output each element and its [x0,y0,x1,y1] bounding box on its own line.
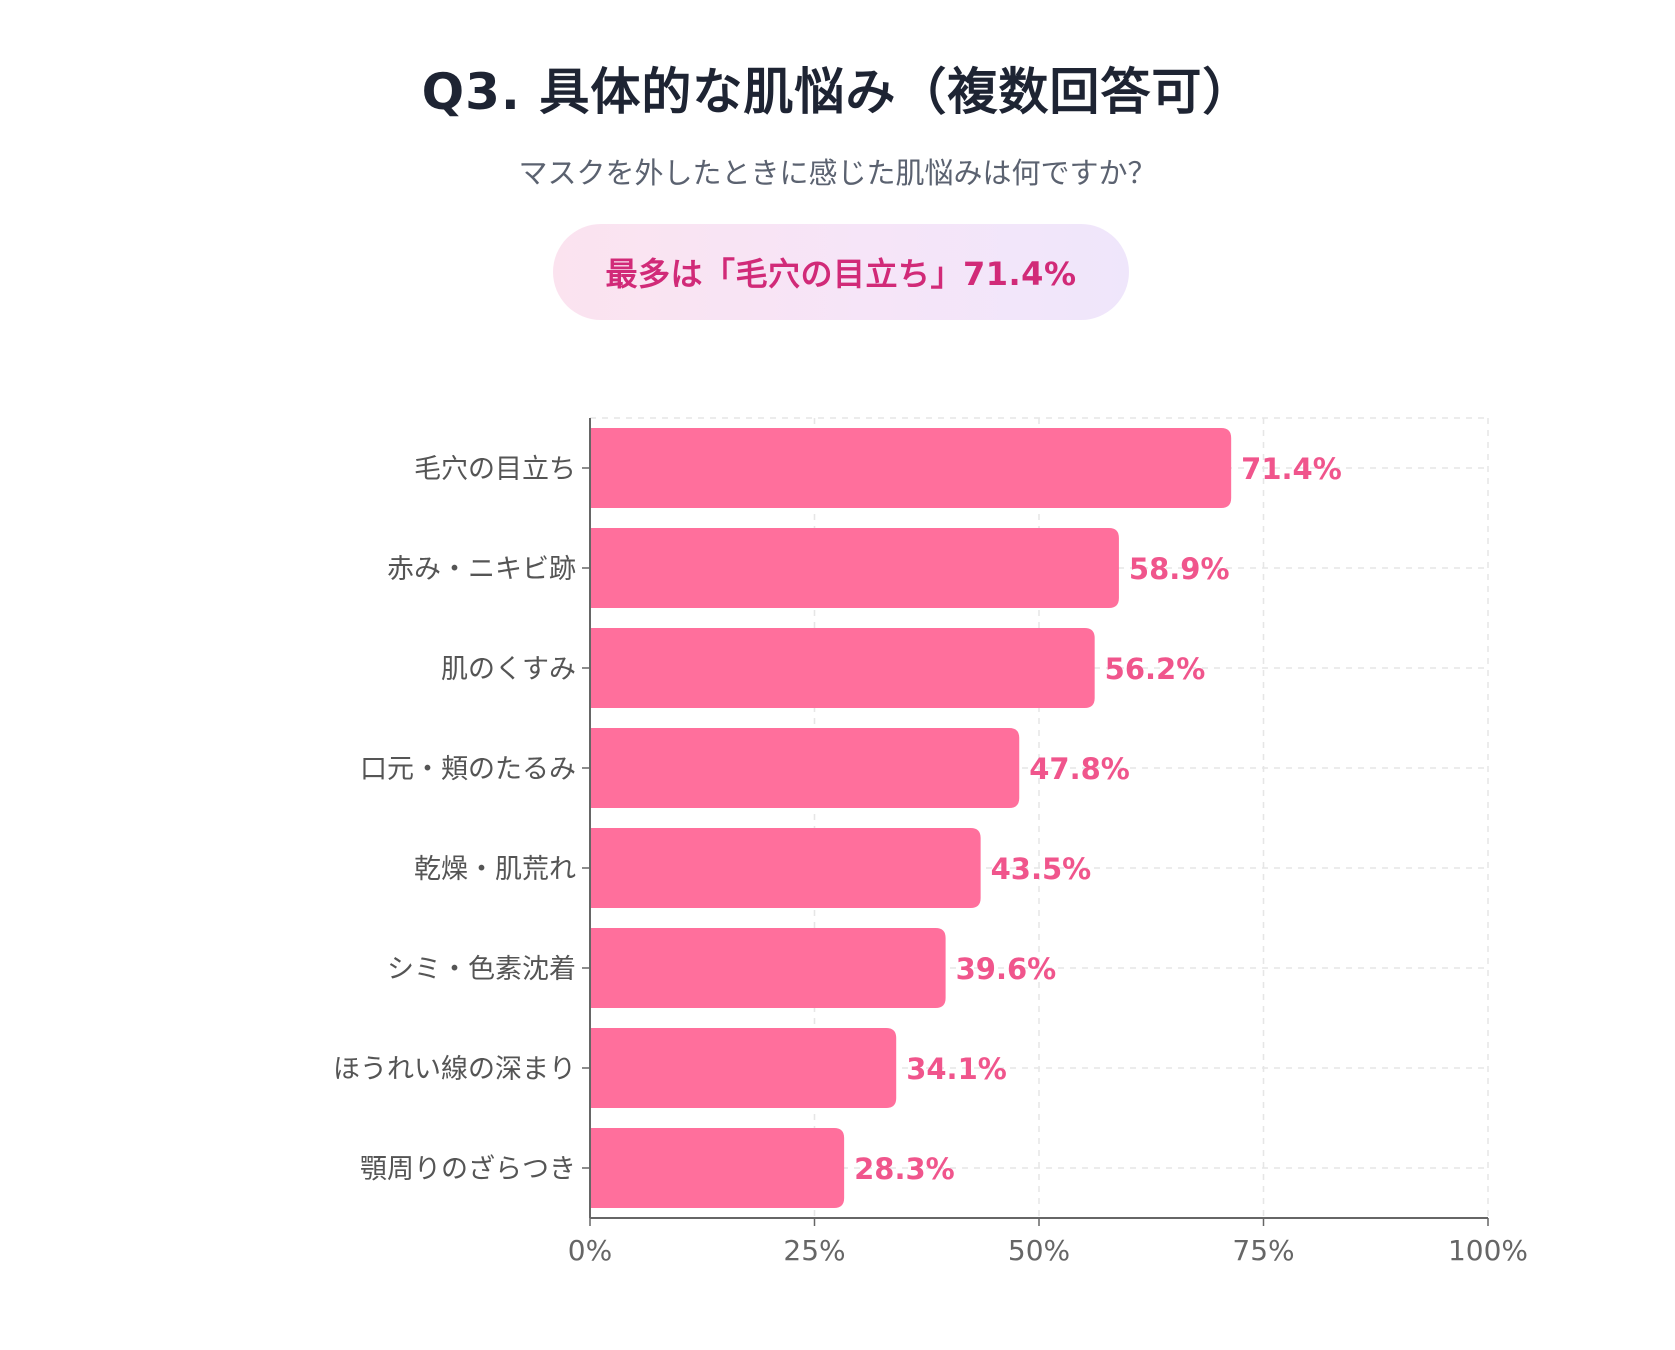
category-label: 口元・頬のたるみ [360,754,576,785]
category-label: ほうれい線の深まり [333,1054,576,1085]
bar-value-label: 28.3% [854,1152,955,1186]
highlight-badge-text: 最多は「毛穴の目立ち」71.4% [605,255,1077,293]
bar [590,1128,845,1208]
bar [590,528,1119,608]
bar-value-label: 58.9% [1129,552,1230,586]
highlight-badge: 最多は「毛穴の目立ち」71.4% [553,224,1129,320]
category-label: シミ・色素沈着 [387,954,576,985]
bar-value-label: 56.2% [1105,652,1206,686]
page-title: Q3. 具体的な肌悩み（複数回答可） [421,63,1254,121]
x-tick-label: 75% [1232,1234,1294,1267]
bar-value-label: 39.6% [956,952,1057,986]
bar [590,628,1095,708]
category-label: 乾燥・肌荒れ [414,854,576,885]
category-label: 顎周りのざらつき [360,1154,576,1185]
bar-value-label: 34.1% [906,1052,1007,1086]
x-tick-label: 0% [568,1234,612,1267]
page-subtitle: マスクを外したときに感じた肌悩みは何ですか？ [518,156,1157,190]
category-label: 毛穴の目立ち [414,454,576,485]
bar-value-label: 43.5% [991,852,1092,886]
bar-value-label: 71.4% [1241,452,1342,486]
category-label: 肌のくすみ [441,654,576,685]
x-tick-label: 25% [783,1234,845,1267]
x-tick-label: 100% [1448,1234,1528,1267]
bar [590,1028,897,1108]
bar [590,428,1232,508]
bar [590,828,981,908]
bar [590,928,946,1008]
bar-value-label: 47.8% [1029,752,1130,786]
category-label: 赤み・ニキビ跡 [387,554,576,585]
bar [590,728,1020,808]
x-tick-label: 50% [1008,1234,1070,1267]
